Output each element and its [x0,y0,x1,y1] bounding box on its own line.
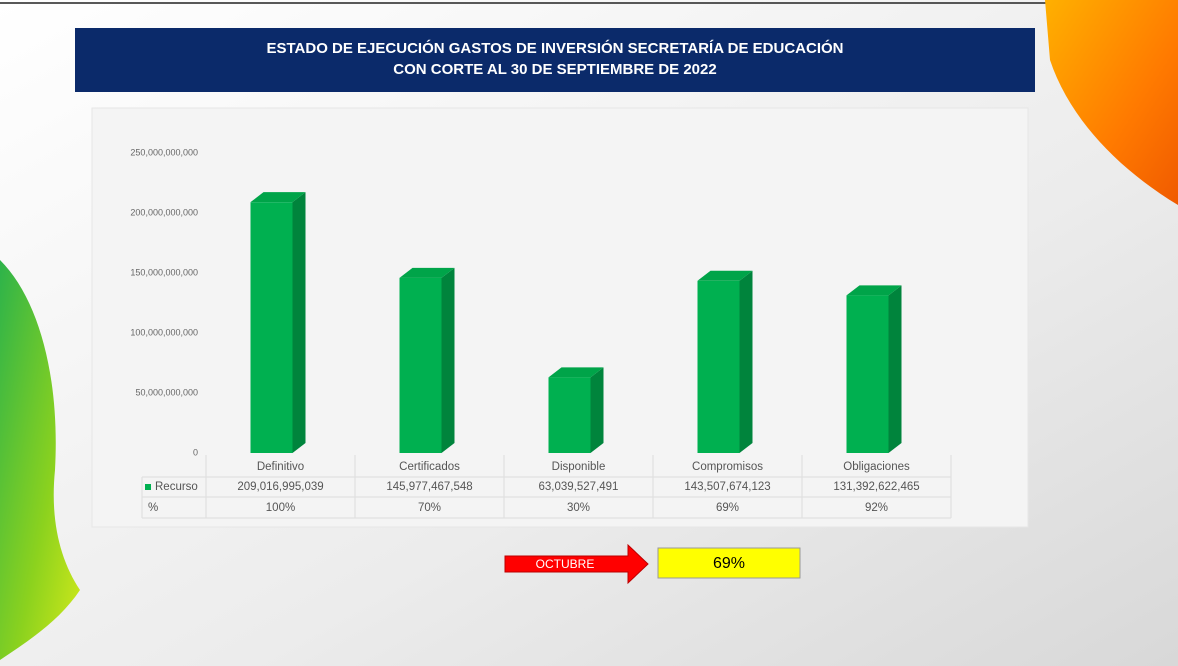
bar-side [888,285,902,453]
y-tick-label: 150,000,000,000 [130,267,198,277]
category-label: Compromisos [692,461,763,473]
y-tick-label: 100,000,000,000 [130,327,198,337]
bar-side [441,267,455,453]
bar [697,280,740,453]
bar-top [399,267,455,278]
bar-top [548,367,604,378]
decor-orange [1045,0,1178,205]
table-value: 92% [865,502,888,514]
bar-side [292,192,306,453]
y-tick-label: 250,000,000,000 [130,147,198,157]
bar-side [590,367,604,453]
table-value: 145,977,467,548 [386,481,472,493]
bar [548,377,591,453]
highlight-box [657,547,801,579]
table-value: 70% [418,502,441,514]
bar [399,277,442,453]
arrow-label: OCTUBRE [536,557,595,571]
bar [846,295,889,453]
bar-top [250,192,306,203]
table-value: 63,039,527,491 [539,481,619,493]
row-label: % [148,502,158,514]
arrow [504,543,649,585]
category-label: Obligaciones [843,461,910,473]
category-label: Certificados [399,461,460,473]
bar-top [697,270,753,281]
title: CON CORTE AL 30 DE SEPTIEMBRE DE 2022 [393,61,716,78]
table-value: 30% [567,502,590,514]
category-label: Disponible [552,461,606,473]
table-value: 209,016,995,039 [237,481,323,493]
chart: 0 50,000,000,000 100,000,000,000 150,000,00… [130,147,952,519]
category-label: Definitivo [257,461,304,473]
bar-side [739,270,753,453]
table-value: 131,392,622,465 [833,481,919,493]
y-tick-label: 50,000,000,000 [135,387,198,397]
decor-green [0,260,80,660]
title-box [75,28,1035,92]
table-value: 100% [266,502,295,514]
y-tick-label: 200,000,000,000 [130,207,198,217]
bar-top [846,285,902,296]
table-value: 69% [716,502,739,514]
title: ESTADO DE EJECUCIÓN GASTOS DE INVERSIÓN … [266,39,843,57]
legend-label: Recurso [155,481,198,493]
table-value: 143,507,674,123 [684,481,770,493]
bar [250,202,293,453]
legend-swatch [145,484,151,490]
y-tick-label: 0 [193,447,198,457]
highlight-value: 69% [713,555,745,572]
